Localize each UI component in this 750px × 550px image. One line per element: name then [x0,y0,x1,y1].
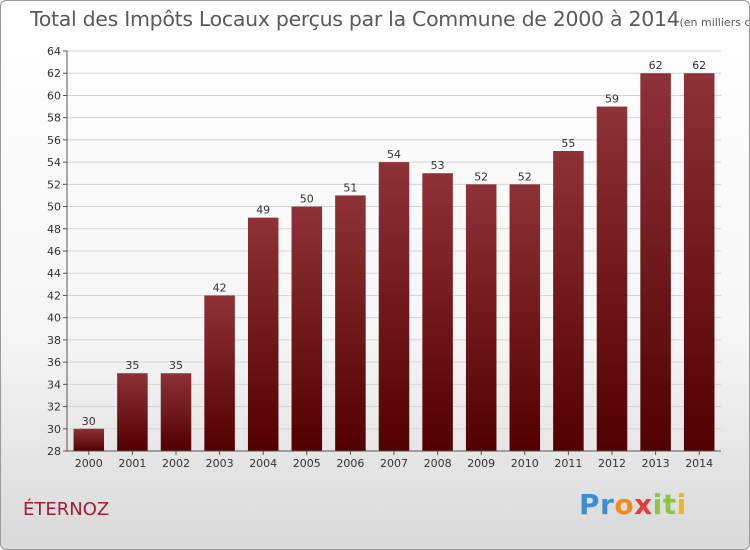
commune-name: ÉTERNOZ [23,499,110,520]
x-tick-label-2007: 2007 [380,457,408,470]
x-tick-label-2008: 2008 [424,457,452,470]
x-tick-label-2006: 2006 [336,457,364,470]
x-tick-label-2013: 2013 [642,457,670,470]
bar-2001 [117,373,148,451]
y-tick-label: 36 [47,356,61,369]
x-tick-label-2014: 2014 [685,457,713,470]
bar-value-label-2000: 30 [82,415,96,428]
bar-value-label-2009: 52 [474,170,488,183]
y-tick-label: 46 [47,245,61,258]
proxiti-logo: Proxiti [579,488,687,521]
y-tick-label: 34 [47,378,61,391]
y-tick-label: 32 [47,401,61,414]
bar-value-label-2014: 62 [692,59,706,72]
y-tick-label: 40 [47,312,61,325]
y-tick-label: 44 [47,267,61,280]
logo-letter: o [614,488,635,521]
y-tick-label: 30 [47,423,61,436]
bar-2014 [683,73,715,451]
x-tick-label-2000: 2000 [75,457,103,470]
logo-letter: i [676,488,687,521]
x-tick-label-2003: 2003 [206,457,234,470]
chart-title-unit: (en milliers d'€) [679,16,749,29]
bar-2004 [247,217,279,451]
y-tick-label: 48 [47,223,61,236]
bar-2012 [596,106,628,452]
bar-value-label-2011: 55 [561,137,575,150]
x-tick-label-2001: 2001 [118,457,146,470]
bar-2008 [422,173,453,451]
x-tick-label-2004: 2004 [249,457,277,470]
bar-value-label-2001: 35 [125,359,139,372]
bar-value-label-2008: 53 [431,159,445,172]
bar-2010 [509,184,541,452]
bar-2011 [553,151,584,451]
bar-2006 [335,195,366,451]
bar-value-label-2010: 52 [518,170,532,183]
y-tick-label: 56 [47,134,61,147]
y-tick-label: 60 [47,89,61,102]
y-tick-label: 58 [47,112,61,125]
bar-value-label-2005: 50 [300,193,314,206]
logo-letter: i [652,488,663,521]
y-tick-label: 50 [47,201,61,214]
bar-2002 [160,373,192,451]
bar-2005 [291,206,323,451]
x-tick-label-2010: 2010 [511,457,539,470]
y-tick-label: 62 [47,67,61,80]
bar-value-label-2007: 54 [387,148,401,161]
bar-2007 [378,162,410,451]
y-axis: 28 30 32 34 36 38 40 42 44 46 48 50 52 54 56 58 60 62 64 [47,45,68,458]
y-tick-label: 64 [47,45,61,58]
bar-value-label-2003: 42 [213,281,227,294]
y-tick-label: 52 [47,178,61,191]
x-tick-label-2002: 2002 [162,457,190,470]
chart-title: Total des Impôts Locaux perçus par la Co… [30,7,749,31]
x-tick-label-2005: 2005 [293,457,321,470]
x-tick-label-2012: 2012 [598,457,626,470]
x-tick-label-2009: 2009 [467,457,495,470]
y-tick-label: 54 [47,156,61,169]
bars: 30 35 35 42 49 50 51 54 53 52 52 55 59 62 62 [73,59,715,452]
bar-2013 [640,73,671,451]
x-tick-label-2011: 2011 [554,457,582,470]
logo-letter: P [579,488,601,521]
y-tick-label: 42 [47,289,61,302]
bar-2003 [204,295,235,451]
bar-2009 [465,184,497,452]
bar-2000 [73,428,105,451]
bar-value-label-2002: 35 [169,359,183,372]
logo-letter: t [662,488,677,521]
y-tick-label: 38 [47,334,61,347]
logo-letter: r [600,488,615,521]
bar-value-label-2012: 59 [605,93,619,106]
bar-value-label-2004: 49 [256,204,270,217]
chart-title-text: Total des Impôts Locaux perçus par la Co… [30,7,680,31]
y-tick-label: 28 [47,445,61,458]
logo-letter: x [634,488,653,521]
bar-value-label-2013: 62 [649,59,663,72]
x-axis: 2000 2001 2002 2003 2004 2005 2006 2007 2008 2009… [67,450,721,470]
bar-value-label-2006: 51 [343,181,357,194]
